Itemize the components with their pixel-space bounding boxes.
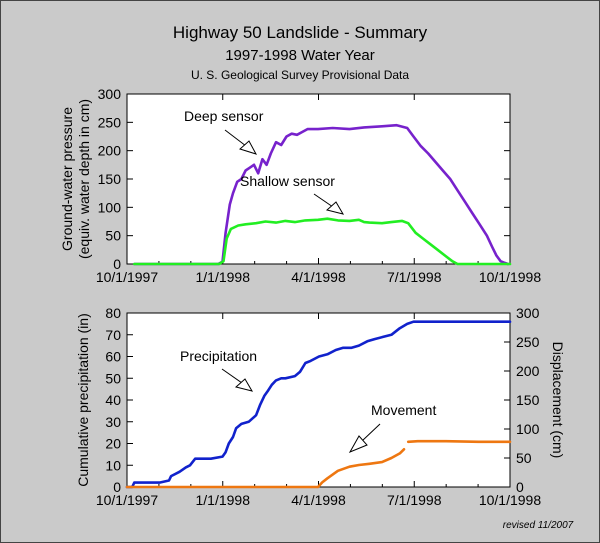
precipitation-xtick-label: 1/1/1998: [196, 492, 251, 508]
groundwater-xtick-label: 7/1/1998: [387, 269, 442, 285]
groundwater-panel: 10/1/1997 1/1/1998 4/1/1998 7/1/1998 10/1/19…: [59, 86, 541, 285]
precipitation-ytick-label: 60: [105, 349, 121, 365]
groundwater-ytick-label: 0: [113, 256, 121, 272]
precipitation-lines: [125, 320, 512, 489]
groundwater-ytick-label: 300: [98, 86, 122, 102]
precipitation-ytick-label: 10: [105, 457, 121, 473]
precipitation-ytick-label: 70: [105, 327, 121, 343]
precipitation-xtick-label: 10/1/1998: [479, 492, 541, 508]
chart-title: Highway 50 Landslide - Summary: [173, 23, 428, 42]
precipitation-ytick-right-label: 150: [516, 392, 540, 408]
groundwater-ticks: 10/1/1997 1/1/1998 4/1/1998 7/1/1998 10/1/19…: [96, 86, 541, 285]
annotation-shallow-sensor: Shallow sensor: [240, 173, 335, 189]
groundwater-xtick-label: 10/1/1998: [479, 269, 541, 285]
annotation-movement: Movement: [371, 402, 436, 418]
precipitation-panel: 10/1/1997 1/1/1998 4/1/1998 7/1/1998 10/1/19…: [75, 305, 566, 508]
displacement-ylabel: Displacement (cm): [550, 342, 566, 459]
series-line-movement-segment-2: [406, 439, 512, 444]
groundwater-plot-area: [126, 93, 511, 265]
precipitation-xtick-label: 4/1/1998: [291, 492, 346, 508]
groundwater-ytick-label: 200: [98, 143, 122, 159]
precipitation-plot-area: [126, 312, 511, 488]
groundwater-ytick-label: 250: [98, 114, 122, 130]
series-line-deep-sensor: [133, 123, 510, 266]
series-line-movement: [125, 447, 406, 489]
groundwater-xtick-label: 1/1/1998: [196, 269, 251, 285]
precipitation-ytick-label: 30: [105, 414, 121, 430]
precipitation-ytick-label: 50: [105, 370, 121, 386]
revision-note: revised 11/2007: [503, 520, 574, 531]
series-line-shallow-sensor: [133, 217, 512, 266]
groundwater-lines: [133, 123, 512, 266]
precipitation-ytick-right-label: 0: [516, 479, 524, 495]
groundwater-ytick-label: 50: [105, 228, 121, 244]
precipitation-xtick-label: 10/1/1997: [96, 492, 158, 508]
precipitation-ytick-label: 20: [105, 436, 121, 452]
groundwater-xtick-label: 4/1/1998: [291, 269, 346, 285]
arrow-shallow-sensor: [313, 193, 345, 215]
precipitation-ticks: 10/1/1997 1/1/1998 4/1/1998 7/1/1998 10/1/19…: [96, 305, 541, 508]
precipitation-ytick-right-label: 200: [516, 363, 540, 379]
precipitation-ytick-right-label: 250: [516, 334, 540, 350]
precipitation-ylabel: Cumulative precipitation (in): [75, 313, 91, 487]
groundwater-ytick-label: 150: [98, 171, 122, 187]
groundwater-ylabel-line1: Ground-water pressure: [59, 107, 75, 251]
groundwater-xtick-label: 10/1/1997: [96, 269, 158, 285]
arrow-movement: [348, 423, 381, 454]
arrow-precipitation: [221, 368, 254, 392]
precipitation-ytick-right-label: 50: [516, 450, 532, 466]
annotation-deep-sensor: Deep sensor: [184, 108, 264, 124]
arrow-deep-sensor: [224, 129, 258, 155]
precipitation-ytick-label: 0: [113, 479, 121, 495]
precipitation-xtick-label: 7/1/1998: [387, 492, 442, 508]
series-line-precipitation: [125, 320, 512, 489]
precipitation-ytick-right-label: 300: [516, 305, 540, 321]
groundwater-ylabel-line2: (equiv. water depth in cm): [76, 99, 92, 259]
groundwater-ytick-label: 100: [98, 199, 122, 215]
precipitation-ytick-right-label: 100: [516, 421, 540, 437]
precipitation-ytick-label: 40: [105, 392, 121, 408]
precipitation-ytick-label: 80: [105, 305, 121, 321]
data-source-note: U. S. Geological Survey Provisional Data: [191, 68, 409, 82]
chart-subtitle: 1997-1998 Water Year: [225, 47, 375, 64]
annotation-precipitation: Precipitation: [180, 348, 257, 364]
